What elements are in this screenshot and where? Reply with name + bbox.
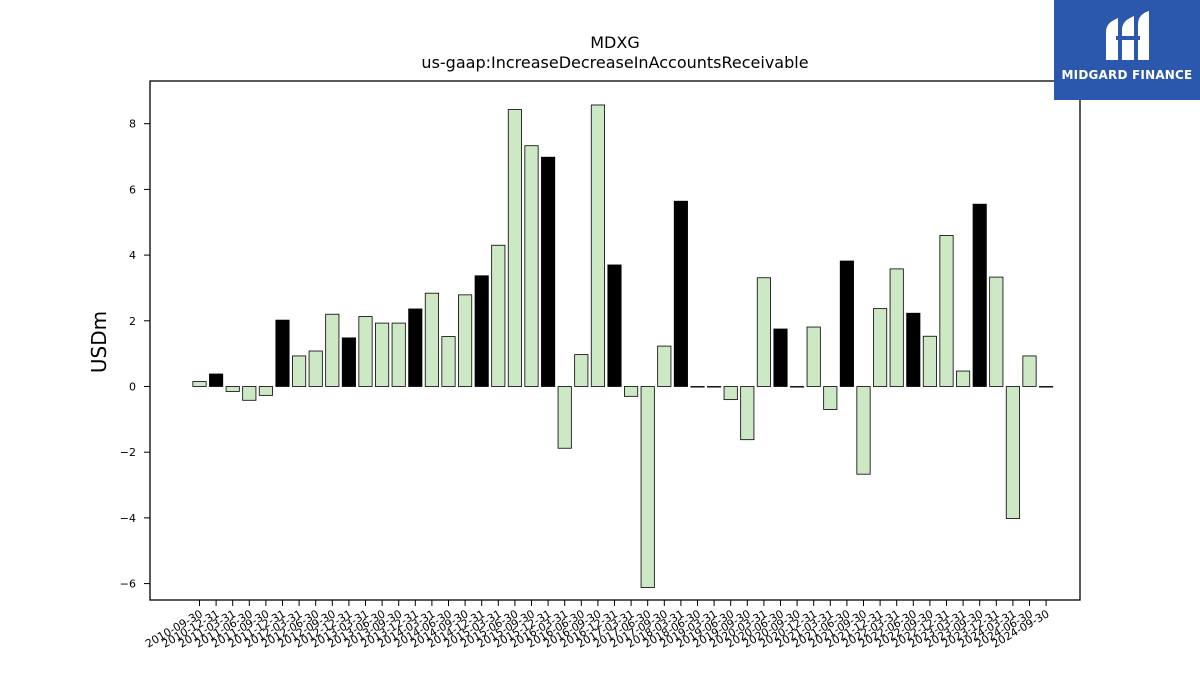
bar-2015-03-31 bbox=[491, 244, 506, 387]
bar-2018-03-31 bbox=[690, 386, 705, 388]
x-axis: 2010-09-302010-12-312011-03-312011-06-30… bbox=[143, 600, 1052, 651]
bar-2020-09-30 bbox=[856, 386, 871, 475]
bar-2011-09-30 bbox=[258, 386, 273, 396]
chart-subtitle: us-gaap:IncreaseDecreaseInAccountsReceiv… bbox=[421, 53, 808, 72]
y-axis: −6 −4 −2 0 2 4 6 8 bbox=[120, 118, 150, 591]
bar-2015-12-31 bbox=[541, 156, 556, 387]
bar-2011-12-31 bbox=[275, 319, 290, 387]
bar-2011-03-31 bbox=[225, 386, 240, 392]
bar-2021-03-31 bbox=[889, 268, 904, 387]
bar-2012-12-31 bbox=[341, 337, 356, 387]
bar-2016-12-31 bbox=[607, 264, 622, 387]
y-tick-label: 8 bbox=[129, 118, 136, 131]
bar-2013-03-31 bbox=[358, 316, 373, 387]
y-tick-label: 0 bbox=[129, 380, 136, 393]
bar-2017-03-31 bbox=[624, 386, 639, 397]
bar-2012-06-30 bbox=[308, 350, 323, 387]
bar-2019-09-30 bbox=[790, 386, 805, 388]
bar-2013-09-30 bbox=[391, 322, 406, 387]
bar-2012-09-30 bbox=[325, 313, 340, 387]
bar-2023-06-30 bbox=[1039, 386, 1054, 388]
chart-title: MDXG bbox=[590, 33, 639, 52]
y-tick-label: −4 bbox=[120, 512, 136, 525]
bar-2015-09-30 bbox=[524, 145, 539, 387]
bar-2015-06-30 bbox=[507, 109, 522, 387]
bar-2013-06-30 bbox=[375, 322, 390, 387]
bar-2011-06-30 bbox=[242, 386, 257, 401]
bar-2014-12-31 bbox=[474, 275, 489, 387]
bar-2014-09-30 bbox=[458, 294, 473, 387]
bar-2017-06-30 bbox=[640, 386, 655, 588]
bar-2021-06-30 bbox=[906, 312, 921, 387]
bar-2019-03-31 bbox=[756, 277, 771, 387]
bar-2010-09-30 bbox=[192, 381, 207, 387]
bar-2013-12-31 bbox=[408, 308, 423, 387]
bar-2016-03-31 bbox=[557, 386, 572, 449]
logo-text: MIDGARD FINANCE bbox=[1061, 68, 1193, 82]
bar-2020-03-31 bbox=[823, 386, 838, 410]
bar-2023-03-31 bbox=[1022, 355, 1037, 387]
y-tick-label: −6 bbox=[120, 578, 136, 591]
bar-2014-06-30 bbox=[441, 336, 456, 387]
bar-2021-12-31 bbox=[939, 234, 954, 387]
bar-2018-09-30 bbox=[723, 386, 738, 401]
bar-2020-06-30 bbox=[839, 260, 854, 387]
bar-2018-12-31 bbox=[740, 386, 755, 441]
bar-2019-12-31 bbox=[806, 326, 821, 387]
y-tick-label: 6 bbox=[129, 183, 136, 196]
bar-2016-06-30 bbox=[574, 354, 589, 387]
bar-2021-09-30 bbox=[922, 335, 937, 387]
bar-2022-03-31 bbox=[956, 370, 971, 387]
bar-2022-06-30 bbox=[972, 203, 987, 387]
y-tick-label: 2 bbox=[129, 315, 136, 328]
bar-2010-12-31 bbox=[209, 373, 224, 387]
bar-2014-03-31 bbox=[424, 292, 439, 387]
bar-2020-12-31 bbox=[873, 308, 888, 387]
bar-2018-06-30 bbox=[707, 386, 722, 388]
bar-2019-06-30 bbox=[773, 328, 788, 387]
bars-group bbox=[192, 104, 1054, 588]
plot-frame bbox=[149, 80, 1081, 601]
bar-2022-12-31 bbox=[1005, 386, 1020, 519]
bar-2017-12-31 bbox=[673, 200, 688, 387]
y-tick-label: −2 bbox=[120, 446, 136, 459]
y-tick-label: 4 bbox=[129, 249, 136, 262]
bar-2017-09-30 bbox=[657, 345, 672, 387]
y-axis-label: USDm bbox=[87, 311, 111, 373]
bar-2012-03-31 bbox=[292, 355, 307, 387]
bar-2022-09-30 bbox=[989, 276, 1004, 387]
midgard-logo-icon bbox=[1106, 11, 1149, 60]
bar-2016-09-30 bbox=[590, 104, 605, 387]
